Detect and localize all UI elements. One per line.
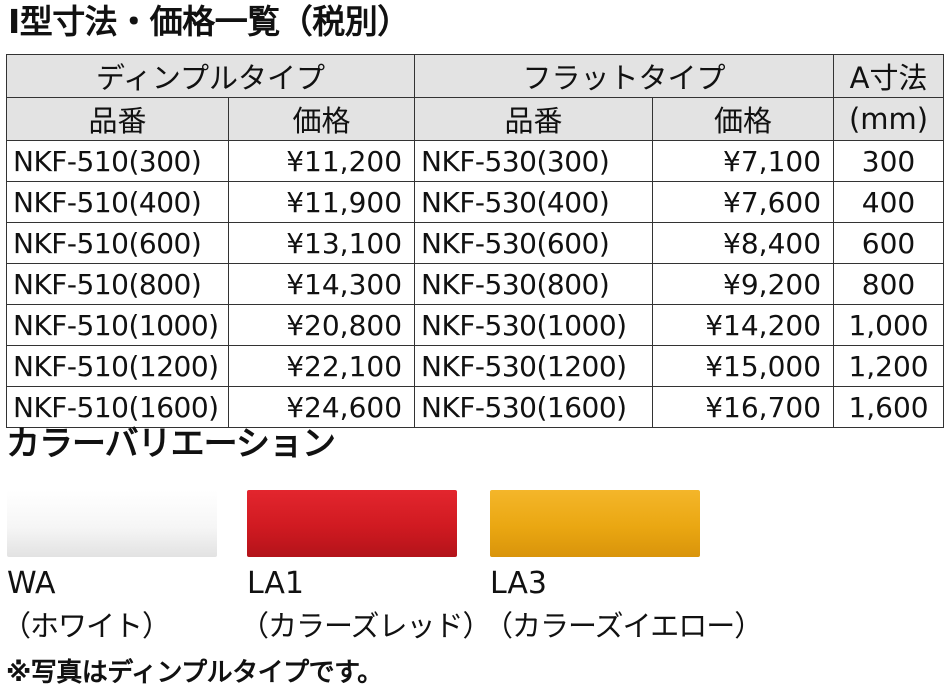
flat-model-cell: NKF-530(400) (414, 181, 654, 223)
dimple-model-cell: NKF-510(800) (6, 263, 229, 305)
header-dimple-type: ディンプルタイプ (5, 54, 416, 98)
header-flat-type: フラットタイプ (414, 54, 835, 98)
a-dimension-cell: 300 (833, 140, 945, 182)
dimple-price-cell: ¥11,200 (227, 140, 416, 182)
dimple-price-cell: ¥20,800 (227, 304, 416, 346)
table-row: NKF-510(400) ¥11,900 NKF-530(400) ¥7,600… (6, 181, 945, 223)
a-dimension-cell: 400 (833, 181, 945, 223)
flat-price-cell: ¥16,700 (652, 386, 835, 428)
flat-model-cell: NKF-530(800) (414, 263, 654, 305)
dimple-price-cell: ¥14,300 (227, 263, 416, 305)
page-title: I型寸法・価格一覧（税別） (8, 2, 410, 41)
a-dimension-cell: 1,200 (833, 345, 945, 387)
dimple-price-cell: ¥13,100 (227, 222, 416, 264)
color-name-red: （カラーズレッド） (240, 609, 492, 643)
header-dimple-price: 価格 (227, 97, 416, 141)
photo-note: ※写真はディンプルタイプです。 (6, 658, 383, 688)
flat-model-cell: NKF-530(300) (414, 140, 654, 182)
header-dimple-model: 品番 (6, 97, 229, 141)
table-row: NKF-510(1600) ¥24,600 NKF-530(1600) ¥16,… (6, 386, 945, 428)
flat-model-cell: NKF-530(1600) (414, 386, 654, 428)
color-swatch-red (247, 490, 457, 557)
a-dimension-cell: 800 (833, 263, 945, 305)
color-name-yellow: （カラーズイエロー） (484, 609, 763, 643)
dimple-model-cell: NKF-510(1200) (6, 345, 229, 387)
color-variation-title: カラーバリエーション (6, 424, 336, 464)
header-flat-price: 価格 (652, 97, 835, 141)
flat-price-cell: ¥9,200 (652, 263, 835, 305)
color-code-wa: WA (7, 566, 56, 601)
dimple-price-cell: ¥24,600 (227, 386, 416, 428)
price-table: ディンプルタイプ フラットタイプ A寸法 品番 価格 品番 価格 (mm) NK… (5, 54, 945, 428)
table-row: NKF-510(800) ¥14,300 NKF-530(800) ¥9,200… (6, 263, 945, 305)
table-row: NKF-510(1200) ¥22,100 NKF-530(1200) ¥15,… (6, 345, 945, 387)
dimple-price-cell: ¥22,100 (227, 345, 416, 387)
table-row: NKF-510(300) ¥11,200 NKF-530(300) ¥7,100… (6, 140, 945, 182)
dimple-model-cell: NKF-510(600) (6, 222, 229, 264)
header-flat-model: 品番 (414, 97, 654, 141)
color-swatch-white (7, 490, 217, 557)
flat-model-cell: NKF-530(1000) (414, 304, 654, 346)
color-name-white: （ホワイト） (2, 609, 171, 643)
dimple-price-cell: ¥11,900 (227, 181, 416, 223)
color-code-la3: LA3 (490, 566, 548, 601)
flat-model-cell: NKF-530(1200) (414, 345, 654, 387)
header-a-dimension: A寸法 (833, 54, 945, 98)
dimple-model-cell: NKF-510(1000) (6, 304, 229, 346)
table-row: NKF-510(1000) ¥20,800 NKF-530(1000) ¥14,… (6, 304, 945, 346)
a-dimension-cell: 1,000 (833, 304, 945, 346)
flat-price-cell: ¥7,100 (652, 140, 835, 182)
dimple-model-cell: NKF-510(300) (6, 140, 229, 182)
flat-price-cell: ¥8,400 (652, 222, 835, 264)
flat-model-cell: NKF-530(600) (414, 222, 654, 264)
flat-price-cell: ¥7,600 (652, 181, 835, 223)
header-unit-mm: (mm) (833, 97, 945, 141)
table-row: NKF-510(600) ¥13,100 NKF-530(600) ¥8,400… (6, 222, 945, 264)
color-code-la1: LA1 (247, 566, 305, 601)
a-dimension-cell: 1,600 (833, 386, 945, 428)
color-swatch-yellow (490, 490, 700, 557)
flat-price-cell: ¥14,200 (652, 304, 835, 346)
dimple-model-cell: NKF-510(400) (6, 181, 229, 223)
flat-price-cell: ¥15,000 (652, 345, 835, 387)
dimple-model-cell: NKF-510(1600) (6, 386, 229, 428)
a-dimension-cell: 600 (833, 222, 945, 264)
